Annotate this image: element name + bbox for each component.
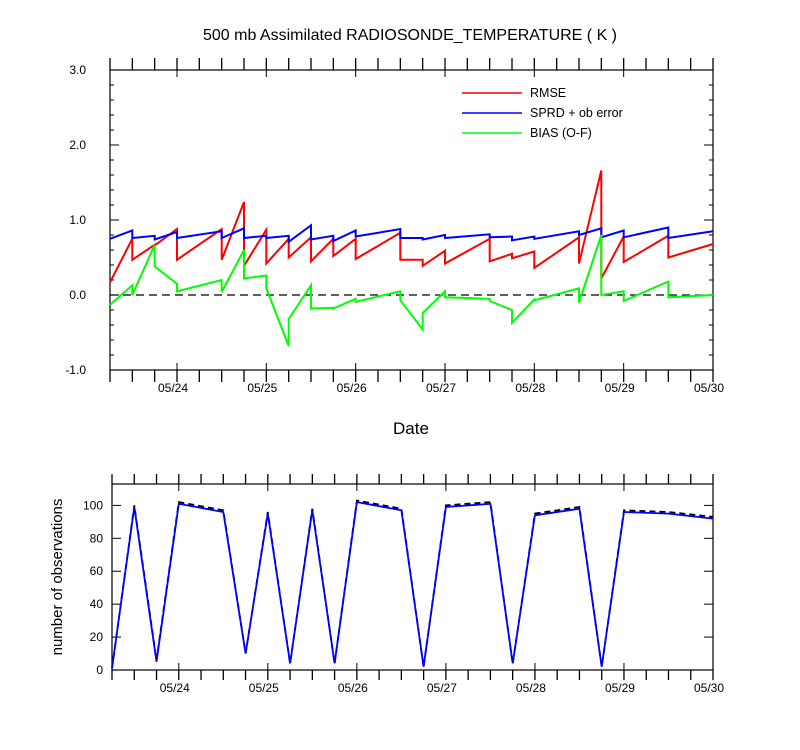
y-tick-label-2-0: 2.0	[69, 138, 86, 152]
y-tick-label-60: 60	[90, 564, 104, 578]
x-tick-label-05-29: 05/29	[605, 381, 635, 395]
x-tick-label-05-24: 05/24	[158, 381, 188, 395]
x-tick-label-05-30: 05/30	[694, 381, 724, 395]
x-tick-label-05-29: 05/29	[605, 681, 635, 695]
y-tick-label-3-0: 3.0	[69, 63, 86, 77]
y-tick-label-1-0: 1.0	[69, 213, 86, 227]
legend-label-sprd-ob-error: SPRD + ob error	[530, 106, 623, 120]
x-tick-label-05-27: 05/27	[426, 381, 456, 395]
x-tick-label-05-30: 05/30	[694, 681, 724, 695]
y-tick-label-20: 20	[90, 630, 104, 644]
x-tick-label-05-27: 05/27	[427, 681, 457, 695]
bottom-axis-ticks: 05/24 05/25 05/26 05/27 05/28 05/29 05/30 0 20 40…	[83, 474, 724, 695]
temperature-stats-chart: 500 mb Assimilated RADIOSONDE_TEMPERATUR…	[65, 27, 724, 438]
x-tick-label-05-28: 05/28	[516, 681, 546, 695]
series-line-rmse	[109, 170, 714, 283]
x-tick-label-05-24: 05/24	[160, 681, 190, 695]
series-line-sprd-ob-error	[109, 223, 714, 244]
y-tick-label-40: 40	[90, 597, 104, 611]
x-tick-label-05-26: 05/26	[338, 681, 368, 695]
chart-title: 500 mb Assimilated RADIOSONDE_TEMPERATUR…	[203, 27, 617, 44]
y-tick-label-100: 100	[83, 498, 103, 512]
bottom-series-group	[111, 499, 714, 669]
y-tick-label-0: 0	[96, 663, 103, 677]
observation-count-chart: 05/24 05/25 05/26 05/27 05/28 05/29 05/30 0 20 40…	[49, 474, 724, 695]
top-axis-ticks: 05/24 05/25 05/26 05/27 05/28 05/29 05/30 -1.0 0…	[65, 58, 724, 395]
bottom-plot-frame	[111, 483, 714, 671]
legend: RMSE SPRD + ob error BIAS (O-F)	[462, 86, 623, 140]
y-tick-label-80: 80	[90, 531, 104, 545]
y-tick-label-0-0: 0.0	[69, 288, 86, 302]
x-tick-label-05-25: 05/25	[249, 681, 279, 695]
x-tick-label-05-28: 05/28	[515, 381, 545, 395]
series-line-assimilated	[111, 501, 714, 669]
x-axis-label: Date	[393, 419, 429, 438]
legend-label-bias-o-f: BIAS (O-F)	[530, 126, 592, 140]
series-line-bias-o-f	[109, 234, 714, 347]
x-tick-label-05-25: 05/25	[247, 381, 277, 395]
y-tick-label-1-0: -1.0	[65, 363, 86, 377]
y-axis-label: number of observations	[49, 499, 66, 656]
x-tick-label-05-26: 05/26	[337, 381, 367, 395]
top-series-group	[109, 170, 714, 347]
legend-label-rmse: RMSE	[530, 86, 566, 100]
